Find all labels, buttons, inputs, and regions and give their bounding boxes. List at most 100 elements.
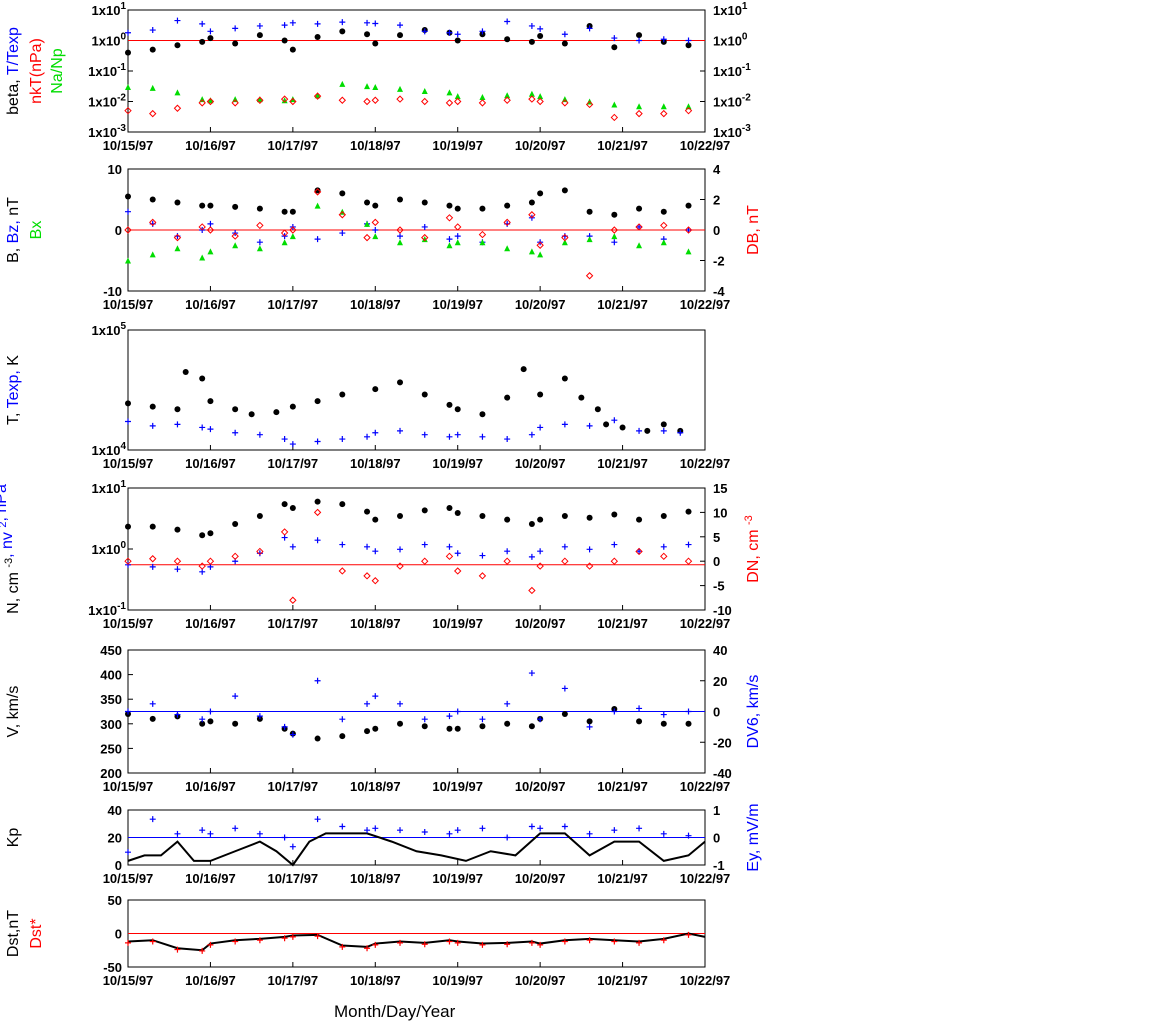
data-point	[446, 725, 453, 732]
data-point	[174, 711, 181, 718]
data-point	[635, 109, 643, 118]
data-point	[454, 827, 461, 834]
data-point	[636, 223, 643, 230]
data-point	[479, 239, 486, 246]
data-point	[504, 202, 511, 209]
x-tick-label: 10/22/97	[680, 871, 731, 886]
data-point	[537, 516, 544, 523]
data-point	[635, 223, 643, 231]
data-point	[660, 109, 668, 118]
y-tick-label-left: 250	[100, 741, 122, 756]
y-tick-label-right: 0	[713, 831, 720, 846]
y-tick-label-right: -20	[713, 735, 732, 750]
data-point	[289, 208, 296, 215]
y-tick-label-right: 1	[713, 803, 720, 818]
data-point	[528, 95, 536, 103]
y-tick-label-left: 1x104	[92, 441, 127, 458]
data-point	[199, 568, 206, 575]
x-tick-label: 10/20/97	[515, 138, 566, 153]
y-axis-label-left: Dst,nT	[5, 910, 22, 957]
data-point	[536, 97, 544, 106]
x-tick-label: 10/17/97	[268, 871, 319, 886]
data-point	[397, 827, 404, 834]
data-point	[479, 205, 486, 212]
data-point	[125, 208, 131, 215]
x-tick-label: 10/17/97	[268, 297, 319, 312]
y-tick-label-left: 1x101	[92, 1, 127, 18]
data-point	[281, 208, 288, 215]
data-point	[611, 827, 618, 834]
data-point	[199, 96, 206, 103]
x-tick-label: 10/18/97	[350, 779, 401, 794]
data-point	[199, 532, 206, 539]
data-point	[149, 218, 157, 227]
data-point	[660, 830, 667, 837]
data-point	[314, 92, 321, 99]
data-point	[280, 528, 289, 536]
data-point	[199, 375, 206, 382]
y-tick-label-right: 1x10-1	[713, 62, 751, 79]
data-point	[585, 272, 594, 280]
data-point	[684, 226, 693, 234]
data-point	[364, 827, 371, 834]
data-point	[289, 403, 296, 410]
data-point	[289, 543, 296, 550]
y-tick-label-left: 20	[108, 831, 122, 846]
data-point	[248, 411, 255, 418]
data-point	[504, 436, 511, 443]
data-point	[256, 550, 263, 557]
data-point	[528, 38, 535, 45]
data-point	[289, 843, 296, 850]
data-point	[338, 211, 347, 219]
data-point	[503, 218, 511, 227]
x-tick-label: 10/21/97	[597, 456, 648, 471]
data-point	[198, 99, 206, 107]
data-point	[372, 693, 379, 700]
data-point	[685, 708, 692, 715]
data-point	[281, 97, 288, 104]
data-point	[586, 208, 593, 215]
data-point	[561, 99, 569, 107]
data-point	[660, 552, 668, 561]
data-point	[685, 42, 692, 49]
data-point	[198, 562, 206, 570]
data-point	[372, 429, 379, 436]
y-tick-label-right: 0	[713, 554, 720, 569]
data-point	[372, 20, 379, 27]
data-point	[446, 401, 453, 408]
data-point	[339, 716, 346, 723]
data-point	[611, 938, 618, 945]
data-point	[503, 96, 511, 104]
data-point	[207, 941, 214, 948]
data-point	[149, 422, 156, 429]
data-point	[397, 720, 404, 727]
data-point	[454, 708, 461, 715]
data-point	[561, 823, 568, 830]
series-line	[127, 832, 706, 867]
data-point	[372, 40, 379, 47]
data-point	[397, 427, 404, 434]
data-point	[173, 104, 182, 112]
data-point	[174, 89, 181, 96]
data-point	[397, 32, 404, 39]
x-tick-label: 10/21/97	[597, 779, 648, 794]
data-point	[372, 941, 379, 948]
data-point	[364, 700, 371, 707]
data-point	[537, 424, 544, 431]
data-point	[685, 508, 692, 515]
data-point	[182, 368, 189, 375]
y-axis-label-left-2: Bx	[28, 221, 45, 240]
data-point	[124, 106, 132, 115]
x-tick-label: 10/15/97	[103, 973, 154, 988]
y-axis-label-right: Ey, mV/m	[745, 803, 762, 871]
data-point	[445, 99, 454, 107]
y-tick-label-right: 0	[713, 223, 720, 238]
y-axis-label-left: beta, T/Texp	[5, 27, 22, 115]
x-tick-label: 10/18/97	[350, 456, 401, 471]
data-point	[537, 251, 544, 258]
data-point	[281, 436, 288, 443]
data-point	[504, 245, 511, 252]
data-point	[636, 242, 643, 249]
data-point	[256, 239, 263, 246]
